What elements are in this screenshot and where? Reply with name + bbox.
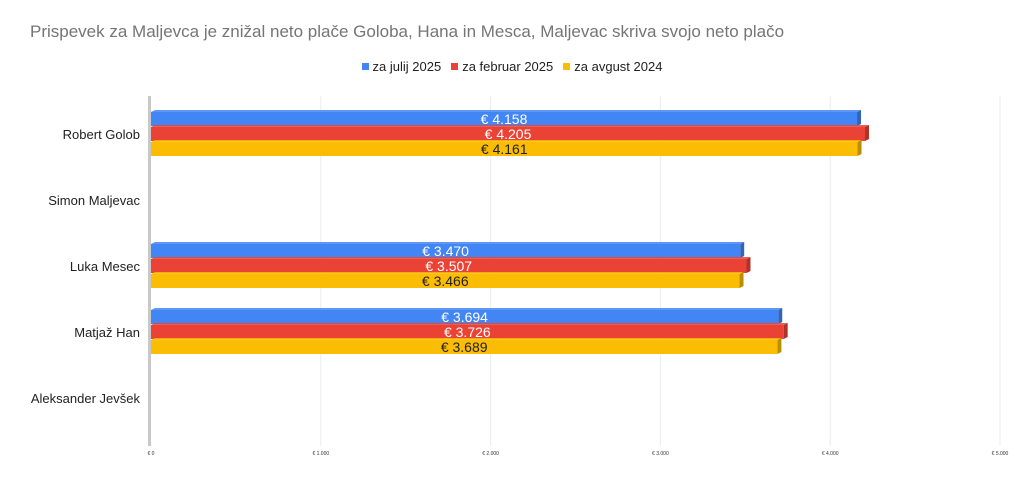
legend-label-julij: za julij 2025	[372, 59, 442, 74]
x-tick-label: € 2.000	[482, 451, 499, 457]
bar-side-face	[740, 242, 745, 258]
bar-side-face	[857, 110, 862, 126]
data-label: € 3.726	[444, 324, 491, 340]
bar-top-face	[151, 257, 751, 259]
legend-item-avgust[interactable]: za avgust 2024	[563, 59, 662, 74]
bar	[151, 244, 741, 258]
bar	[151, 274, 740, 288]
bar-top-face	[151, 272, 744, 274]
data-label: € 3.466	[422, 273, 469, 289]
category-label: Aleksander Jevšek	[31, 391, 141, 406]
bar	[151, 259, 747, 273]
bar	[151, 112, 858, 126]
x-tick-label: € 1.000	[312, 451, 329, 457]
legend-item-februar[interactable]: za februar 2025	[451, 59, 553, 74]
category-label: Luka Mesec	[70, 259, 141, 274]
bar	[151, 142, 858, 156]
legend: za julij 2025 za februar 2025 za avgust …	[0, 59, 1024, 74]
bar	[151, 325, 784, 339]
legend-swatch-julij	[361, 63, 369, 70]
bar-side-face	[739, 272, 744, 288]
bar-top-face	[151, 125, 870, 127]
bar-top-face	[151, 110, 862, 112]
bar-side-face	[746, 257, 751, 273]
bar-top-face	[151, 308, 783, 310]
data-label: € 4.205	[485, 126, 532, 142]
data-label: € 4.161	[481, 141, 528, 157]
chart-title: Prispevek za Maljevca je znižal neto pla…	[30, 22, 785, 41]
bar-top-face	[151, 140, 862, 142]
bar-top-face	[151, 323, 788, 325]
category-label: Robert Golob	[63, 127, 140, 142]
data-label: € 3.507	[425, 258, 472, 274]
bar	[151, 340, 778, 354]
legend-swatch-februar	[451, 63, 459, 70]
legend-swatch-avgust	[563, 63, 571, 70]
bar-top-face	[151, 242, 745, 244]
x-tick-label: € 3.000	[652, 451, 669, 457]
bar-side-face	[777, 338, 782, 354]
bar	[151, 127, 866, 141]
bar-side-face	[783, 323, 788, 339]
bar-side-face	[857, 140, 862, 156]
bar	[151, 310, 779, 324]
legend-label-avgust: za avgust 2024	[574, 59, 663, 74]
bar-side-face	[778, 308, 783, 324]
x-tick-label: € 0	[148, 451, 155, 457]
legend-item-julij[interactable]: za julij 2025	[361, 59, 442, 74]
category-label: Simon Maljevac	[48, 193, 140, 208]
x-tick-label: € 4.000	[822, 451, 839, 457]
data-label: € 3.689	[441, 339, 488, 355]
data-label: € 4.158	[481, 111, 528, 127]
data-label: € 3.694	[441, 309, 488, 325]
category-label: Matjaž Han	[74, 325, 140, 340]
bar-top-face	[151, 338, 782, 340]
axis-baseline	[148, 96, 151, 446]
data-label: € 3.470	[422, 243, 469, 259]
x-tick-label: € 5.000	[992, 451, 1009, 457]
legend-label-februar: za februar 2025	[462, 59, 554, 74]
bar-side-face	[865, 125, 870, 141]
